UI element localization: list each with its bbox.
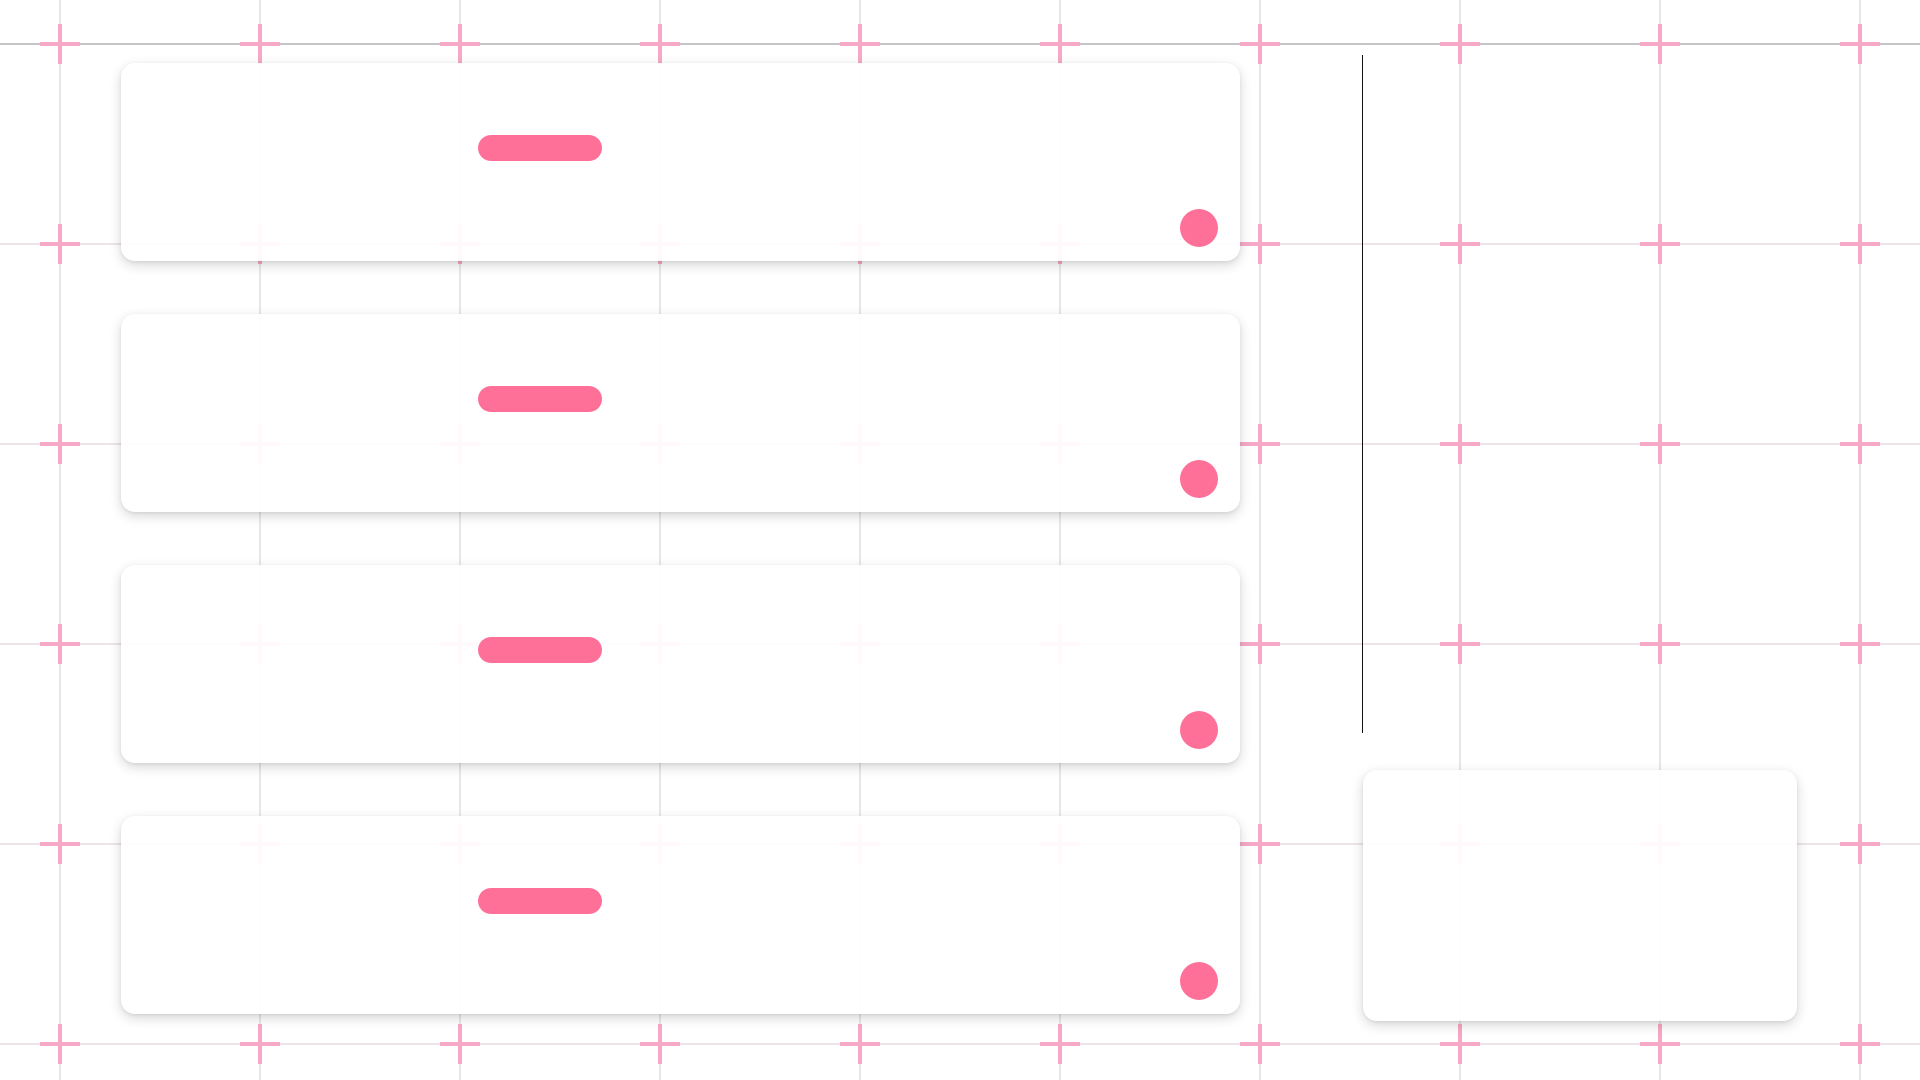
plus-marker-icon bbox=[1840, 1024, 1880, 1064]
plus-marker-icon bbox=[240, 1024, 280, 1064]
plus-marker-icon bbox=[1240, 624, 1280, 664]
plus-marker-icon bbox=[40, 824, 80, 864]
plus-marker-icon bbox=[1240, 1024, 1280, 1064]
list-card-1[interactable] bbox=[121, 63, 1240, 261]
list-card-3[interactable] bbox=[121, 565, 1240, 763]
plus-marker-icon bbox=[640, 1024, 680, 1064]
plus-marker-icon bbox=[1840, 224, 1880, 264]
side-panel-card[interactable] bbox=[1363, 770, 1797, 1021]
list-card-2[interactable] bbox=[121, 314, 1240, 512]
pill-bar-icon bbox=[478, 888, 602, 914]
pill-bar-icon bbox=[478, 637, 602, 663]
plus-marker-icon bbox=[40, 424, 80, 464]
plus-marker-icon bbox=[40, 224, 80, 264]
circle-dot-icon[interactable] bbox=[1180, 711, 1218, 749]
vertical-divider bbox=[1362, 55, 1363, 733]
plus-marker-icon bbox=[1840, 824, 1880, 864]
plus-marker-icon bbox=[1840, 624, 1880, 664]
plus-marker-icon bbox=[40, 1024, 80, 1064]
circle-dot-icon[interactable] bbox=[1180, 460, 1218, 498]
plus-marker-icon bbox=[1640, 224, 1680, 264]
plus-marker-icon bbox=[440, 1024, 480, 1064]
list-card-4[interactable] bbox=[121, 816, 1240, 1014]
plus-marker-icon bbox=[1840, 424, 1880, 464]
plus-marker-icon bbox=[1640, 424, 1680, 464]
top-rule bbox=[0, 43, 1920, 45]
plus-marker-icon bbox=[1440, 624, 1480, 664]
plus-marker-icon bbox=[1240, 224, 1280, 264]
plus-marker-icon bbox=[840, 1024, 880, 1064]
plus-marker-icon bbox=[1440, 224, 1480, 264]
circle-dot-icon[interactable] bbox=[1180, 209, 1218, 247]
plus-marker-icon bbox=[1240, 824, 1280, 864]
plus-marker-icon bbox=[40, 624, 80, 664]
plus-marker-icon bbox=[1640, 1024, 1680, 1064]
plus-marker-icon bbox=[1440, 424, 1480, 464]
plus-marker-icon bbox=[1240, 424, 1280, 464]
plus-marker-icon bbox=[1040, 1024, 1080, 1064]
pill-bar-icon bbox=[478, 386, 602, 412]
pill-bar-icon bbox=[478, 135, 602, 161]
circle-dot-icon[interactable] bbox=[1180, 962, 1218, 1000]
plus-marker-icon bbox=[1440, 1024, 1480, 1064]
plus-marker-icon bbox=[1640, 624, 1680, 664]
